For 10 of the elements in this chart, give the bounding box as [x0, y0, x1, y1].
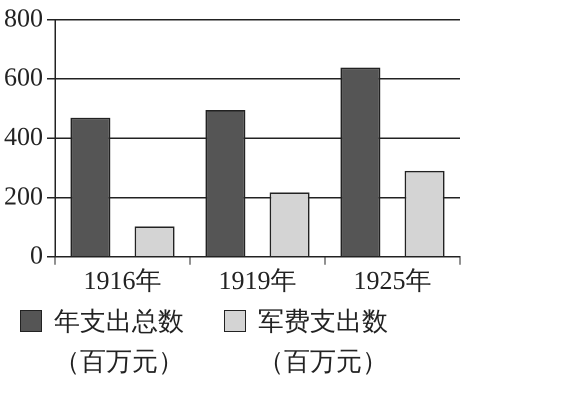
- y-tick-label: 600: [4, 62, 43, 92]
- y-tick-label: 800: [4, 3, 43, 32]
- x-tick-label: 1925年: [354, 266, 432, 296]
- legend-label: 军费支出数（百万元）: [258, 306, 389, 378]
- legend-label: 年支出总数（百万元）: [54, 306, 185, 378]
- x-tick-label: 1916年: [84, 266, 162, 296]
- y-tick-label: 200: [4, 181, 43, 210]
- y-tick-label: 400: [4, 122, 43, 152]
- y-tick-label: 0: [30, 240, 43, 270]
- x-tick-label: 1919年: [218, 266, 296, 296]
